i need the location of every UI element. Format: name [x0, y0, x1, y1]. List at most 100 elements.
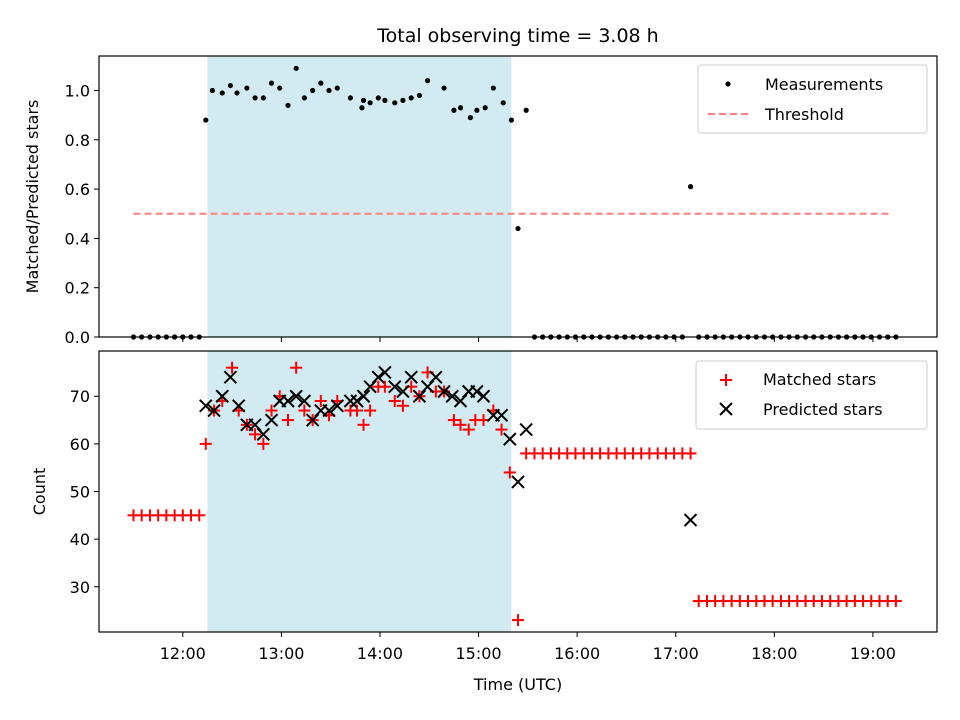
- data-point-measurement: [334, 85, 340, 91]
- data-point-measurement: [367, 100, 373, 106]
- y-tick-label: 0.4: [65, 229, 90, 248]
- data-point-predicted: [322, 403, 336, 418]
- data-point-measurement: [360, 97, 367, 103]
- data-point-matched: [378, 380, 391, 393]
- data-point-measurement: [382, 97, 388, 103]
- count-legend: Matched stars Predicted stars: [695, 360, 928, 430]
- y-tick-label: 0.8: [65, 131, 90, 150]
- data-point-predicted: [404, 370, 418, 384]
- panel-count: 30 40 50 60 70 Count Matched stars Predicted…: [30, 350, 938, 637]
- x-tick-label: 13:00: [258, 644, 304, 663]
- data-point-matched: [290, 361, 303, 374]
- legend-marker-matched: [720, 374, 732, 386]
- ratio-legend: Measurements Threshold: [697, 64, 928, 134]
- x-axis-ticks: 12:00 13:00 14:00 15:00 16:00 17:00 18:00 19:00: [160, 644, 896, 663]
- data-point-predicted: [264, 413, 279, 427]
- data-point-matched: [388, 395, 401, 408]
- data-point-predicted: [231, 399, 246, 413]
- count-axis-ticks: 30 40 50 60 70: [70, 387, 874, 637]
- x-tick-label: 19:00: [850, 644, 896, 663]
- data-point-matched: [447, 414, 460, 427]
- legend-label-threshold: Threshold: [764, 105, 844, 124]
- data-point-matched: [281, 414, 294, 427]
- data-point-measurement: [219, 90, 225, 96]
- data-point-measurement: [408, 95, 414, 101]
- legend-box: [697, 64, 928, 134]
- data-point-predicted: [388, 380, 402, 394]
- data-point-matched: [357, 418, 370, 431]
- ratio-axes-frame: [98, 55, 938, 338]
- data-point-measurement: [318, 80, 324, 86]
- data-point-matched: [265, 404, 278, 417]
- data-point-measurement: [451, 107, 457, 113]
- data-point-measurement: [457, 105, 464, 111]
- data-point-predicted: [281, 394, 295, 408]
- legend-marker-measurements: [725, 81, 731, 87]
- data-point-measurement: [293, 65, 299, 71]
- data-point-measurement: [347, 95, 353, 101]
- count-axes-frame: [98, 350, 938, 633]
- data-point-matched: [889, 595, 902, 608]
- data-point-measurement: [687, 184, 694, 190]
- data-point-measurement: [523, 107, 529, 113]
- chart-title: Total observing time = 3.08 h: [376, 25, 658, 47]
- panel-ratio: 0.0 0.2 0.4 0.6 0.8 1.0 Matched/Predicted sta…: [23, 55, 938, 347]
- data-point-matched: [193, 509, 206, 522]
- data-point-measurement: [424, 78, 431, 84]
- y-tick-label: 60: [70, 435, 90, 454]
- data-point-measurement: [467, 115, 473, 121]
- data-point-measurement: [209, 87, 215, 94]
- data-point-measurement: [310, 87, 316, 94]
- data-point-matched: [503, 466, 516, 479]
- x-tick-label: 18:00: [751, 644, 797, 663]
- data-point-matched: [226, 361, 239, 374]
- data-point-matched: [257, 437, 270, 450]
- data-point-measurement: [252, 95, 258, 101]
- data-point-predicted: [511, 475, 525, 489]
- data-point-predicted: [356, 389, 371, 403]
- data-point-predicted: [207, 403, 221, 418]
- data-point-matched: [512, 614, 524, 627]
- x-tick-label: 16:00: [554, 644, 600, 663]
- data-point-predicted: [215, 389, 229, 403]
- data-point-matched: [199, 437, 212, 450]
- data-point-predicted: [289, 389, 303, 403]
- data-point-matched: [454, 418, 467, 431]
- data-point-measurement: [392, 100, 398, 106]
- data-point-measurement: [277, 85, 283, 91]
- data-point-predicted: [330, 399, 344, 413]
- data-point-measurement: [500, 100, 506, 106]
- data-point-matched: [684, 447, 697, 460]
- data-point-measurement: [260, 95, 266, 101]
- y-tick-label: 0.2: [65, 279, 90, 298]
- data-point-measurement: [227, 82, 234, 89]
- y-tick-label: 0.0: [65, 328, 90, 347]
- data-point-measurement: [203, 117, 209, 123]
- data-point-measurement: [508, 117, 514, 123]
- data-point-predicted: [396, 384, 410, 399]
- data-point-measurement: [400, 97, 406, 103]
- data-point-matched: [462, 423, 475, 436]
- data-point-matched: [364, 404, 377, 417]
- data-point-predicted: [476, 389, 491, 403]
- ratio-axis-ticks: 0.0 0.2 0.4 0.6 0.8 1.0: [65, 82, 874, 347]
- data-point-predicted: [494, 408, 509, 423]
- data-point-matched: [314, 395, 327, 408]
- x-axis-label: Time (UTC): [473, 675, 562, 694]
- data-point-predicted: [683, 513, 698, 527]
- data-point-predicted: [297, 394, 312, 408]
- data-point-matched: [495, 423, 508, 436]
- legend-label-measurements: Measurements: [765, 75, 883, 94]
- observing-interval-shade: [207, 56, 512, 337]
- data-point-measurement: [490, 85, 496, 91]
- data-point-measurement: [326, 87, 332, 94]
- data-point-measurement: [301, 95, 307, 101]
- data-point-predicted: [429, 370, 443, 384]
- data-point-predicted: [371, 370, 386, 384]
- data-point-matched: [351, 404, 364, 417]
- data-point-measurement: [244, 85, 250, 91]
- legend-box: [695, 360, 928, 430]
- data-point-predicted: [350, 394, 364, 408]
- legend-label-matched: Matched stars: [763, 370, 876, 389]
